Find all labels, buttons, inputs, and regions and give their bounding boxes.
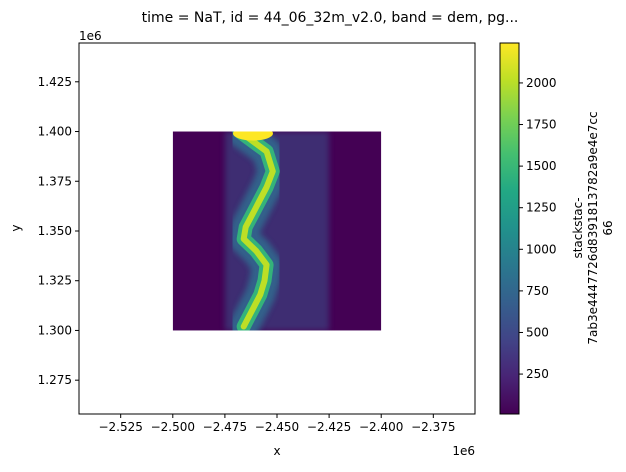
ridge-crest — [236, 131, 276, 330]
colorbar-tick-label: 1250 — [526, 201, 557, 215]
x-offset-label: 1e6 — [452, 444, 475, 458]
x-ticks: −2.525 −2.500 −2.475 −2.450 −2.425 −2.400 −2.3… — [98, 414, 456, 434]
y-tick-label: 1.300 — [38, 323, 72, 337]
x-axis-label: x — [273, 444, 280, 458]
x-tick-label: −2.450 — [255, 420, 299, 434]
colorbar-label-line-1: stackstac- — [571, 197, 585, 258]
y-ticks: 1.275 1.300 1.325 1.350 1.375 1.400 1.425 — [38, 75, 79, 387]
y-tick-label: 1.375 — [38, 174, 72, 188]
y-offset-label: 1e6 — [79, 29, 102, 43]
x-tick-label: −2.525 — [98, 420, 142, 434]
y-tick-label: 1.425 — [38, 75, 72, 89]
y-tick-label: 1.325 — [38, 274, 72, 288]
y-tick-label: 1.400 — [38, 125, 72, 139]
colorbar-frame — [499, 42, 520, 415]
colorbar-label-line-3: 66 — [601, 220, 615, 235]
y-tick-label: 1.350 — [38, 224, 72, 238]
colorbar-tick-label: 1500 — [526, 159, 557, 173]
colorbar-tick-label: 2000 — [526, 76, 557, 90]
colorbar-label: stackstac- 7ab3e4447726d8391813782a9e4e7… — [571, 111, 615, 344]
x-tick-label: −2.475 — [203, 420, 247, 434]
colorbar-tick-label: 750 — [526, 284, 549, 298]
plot-area: −2.525 −2.500 −2.475 −2.450 −2.425 −2.400 −2.3… — [9, 29, 476, 458]
x-tick-label: −2.400 — [359, 420, 403, 434]
colorbar-ticks: 250 500 750 1000 1250 1500 1750 2000 — [519, 76, 557, 381]
y-tick-label: 1.275 — [38, 373, 72, 387]
colorbar-tick-label: 250 — [526, 367, 549, 381]
peak-highlight — [233, 131, 273, 141]
x-tick-label: −2.375 — [411, 420, 455, 434]
colorbar-label-line-2: 7ab3e4447726d8391813782a9e4e7cc — [586, 111, 600, 344]
x-tick-label: −2.500 — [151, 420, 195, 434]
dem-raster — [172, 131, 382, 331]
y-axis-label: y — [9, 224, 23, 231]
colorbar: 250 500 750 1000 1250 1500 1750 2000 stackstac-… — [499, 42, 615, 415]
x-tick-label: −2.425 — [307, 420, 351, 434]
colorbar-tick-label: 1000 — [526, 242, 557, 256]
colorbar-tick-label: 1750 — [526, 118, 557, 132]
colorbar-gradient — [500, 43, 519, 414]
colorbar-tick-label: 500 — [526, 325, 549, 339]
chart-title: time = NaT, id = 44_06_32m_v2.0, band = … — [142, 10, 519, 26]
